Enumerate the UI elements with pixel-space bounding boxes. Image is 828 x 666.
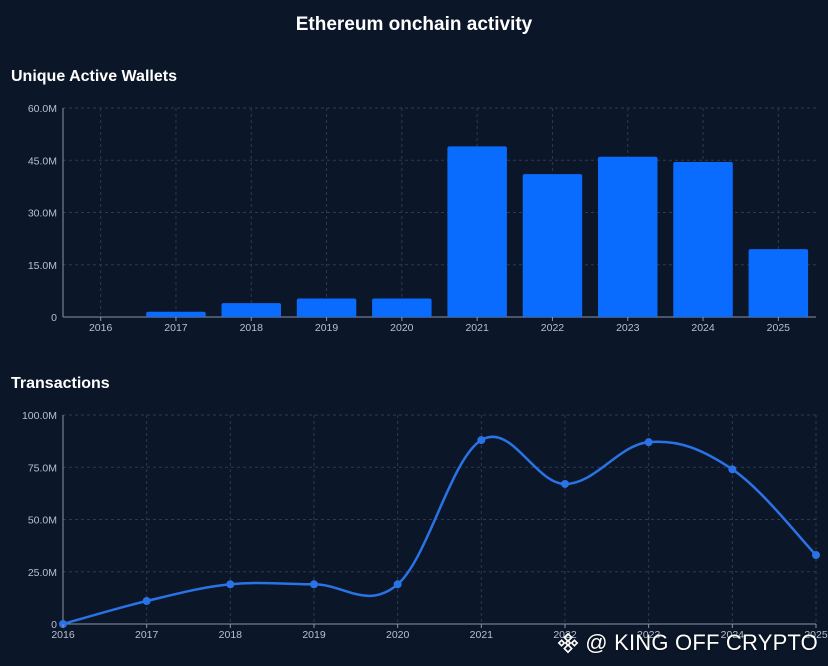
- bar-2019: [296, 298, 357, 317]
- page-title: Ethereum onchain activity: [295, 14, 533, 35]
- watermark-text: @ KING OFF CRYPTO: [585, 630, 818, 655]
- point-2020: [393, 580, 402, 589]
- point-2024: [728, 465, 737, 474]
- binance-logo-icon: [557, 632, 579, 654]
- x-tick-label: 2020: [386, 629, 410, 641]
- x-tick-label: 2018: [219, 629, 243, 641]
- x-tick-label: 2019: [315, 322, 339, 334]
- y-tick-label: 60.0M: [28, 103, 57, 115]
- x-tick-label: 2023: [637, 629, 661, 641]
- x-tick-label: 2025: [767, 322, 791, 334]
- x-tick-label: 2022: [541, 322, 565, 334]
- x-tick-label: 2021: [465, 322, 489, 334]
- point-2025: [812, 551, 820, 560]
- point-2022: [561, 479, 569, 488]
- y-tick-label: 75.0M: [28, 462, 57, 474]
- bar-2021: [447, 146, 507, 317]
- x-tick-label: 2016: [51, 629, 75, 641]
- wallets-bar-chart: 0 15.0M 30.0M 45.0M 60.0M 2016 2017 2018 2019 202…: [28, 103, 816, 334]
- x-tick-label: 2023: [616, 322, 640, 334]
- transactions-line-chart: 0 25.0M 50.0M 75.0M 100.0M 2016 2017 2018 2019 20…: [22, 410, 828, 641]
- point-2023: [644, 438, 653, 447]
- y-tick-label: 0: [51, 619, 57, 631]
- y-tick-label: 45.0M: [28, 155, 57, 167]
- x-tick-label: 2021: [470, 629, 494, 641]
- chart-title-wallets: Unique Active Wallets: [11, 68, 177, 85]
- x-tick-label: 2017: [164, 322, 188, 334]
- x-tick-label: 2025: [804, 629, 828, 641]
- transactions-line: [62, 435, 817, 626]
- y-tick-label: 50.0M: [28, 515, 57, 527]
- x-tick-label: 2017: [135, 629, 159, 641]
- point-2019: [310, 580, 318, 589]
- bar-2017: [146, 311, 206, 317]
- bar-2023: [598, 156, 658, 317]
- x-tick-label: 2024: [691, 322, 715, 334]
- y-tick-label: 100.0M: [22, 410, 57, 422]
- x-tick-label: 2018: [240, 322, 264, 334]
- x-tick-label: 2016: [89, 322, 113, 334]
- point-2021: [477, 436, 486, 445]
- chart-title-transactions: Transactions: [11, 375, 110, 392]
- y-tick-label: 25.0M: [28, 567, 57, 579]
- x-tick-label: 2019: [302, 629, 326, 641]
- y-tick-label: 30.0M: [28, 208, 57, 220]
- bar-2024: [673, 161, 733, 317]
- x-tick-label: 2024: [721, 629, 745, 641]
- x-tick-label: 2020: [390, 322, 414, 334]
- watermark: @ KING OFF CRYPTO: [557, 630, 818, 656]
- bar-2018: [221, 303, 281, 317]
- bar-2025: [748, 249, 809, 317]
- point-2017: [142, 597, 151, 606]
- bar-2020: [372, 298, 432, 317]
- point-2018: [226, 580, 235, 589]
- y-tick-label: 15.0M: [28, 260, 57, 272]
- y-tick-label: 0: [51, 312, 57, 324]
- bar-2022: [522, 174, 583, 317]
